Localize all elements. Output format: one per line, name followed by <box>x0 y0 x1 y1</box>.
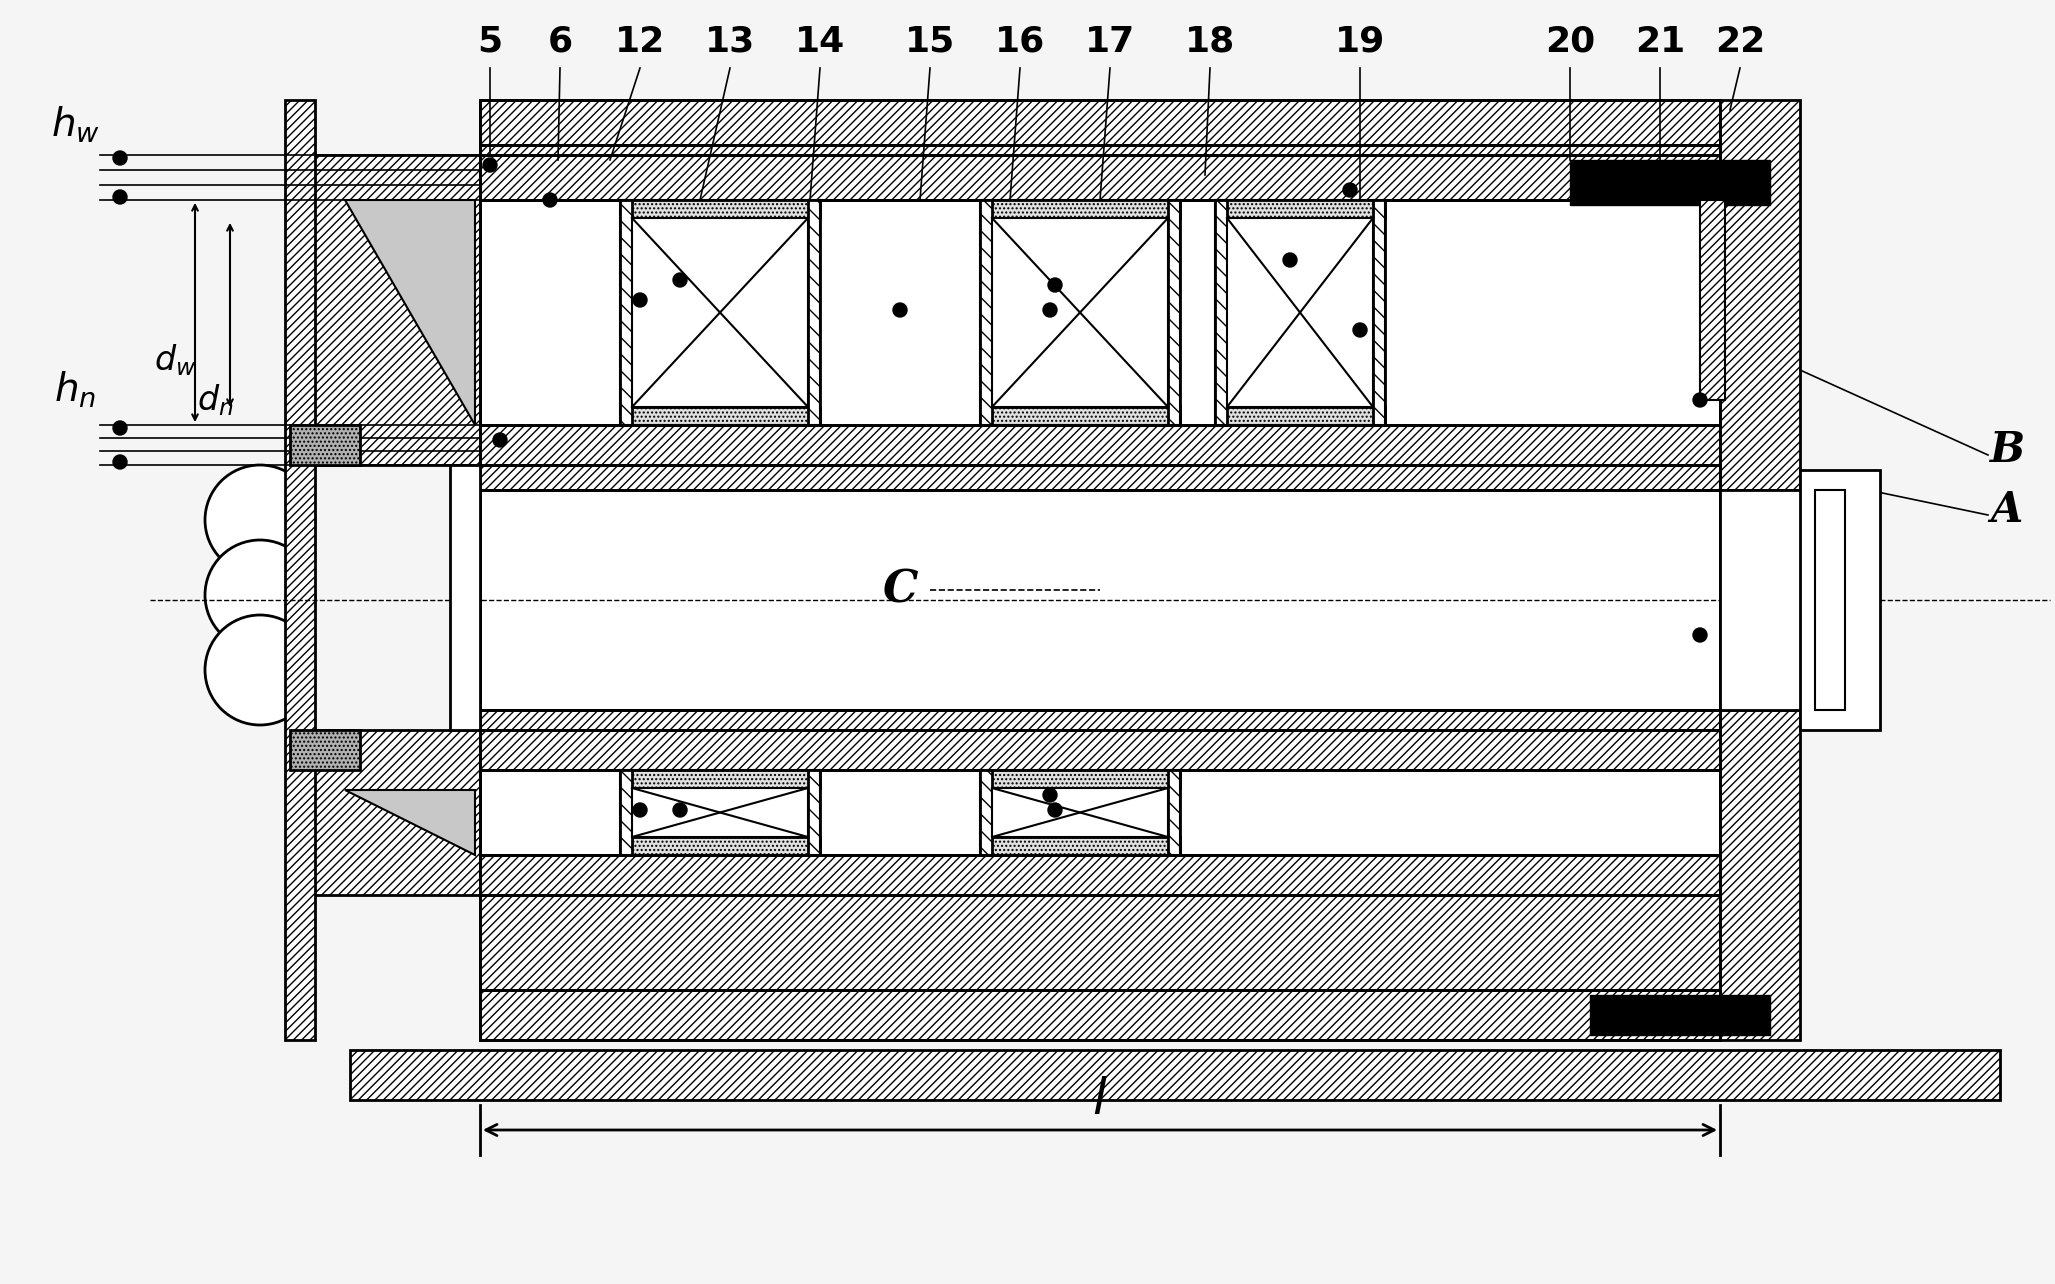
Bar <box>481 155 1720 200</box>
Circle shape <box>1352 324 1367 336</box>
Bar <box>980 407 1180 425</box>
Bar <box>1167 770 1180 855</box>
Polygon shape <box>345 200 475 425</box>
Circle shape <box>206 541 314 650</box>
Bar <box>1699 200 1724 401</box>
Circle shape <box>1693 393 1708 407</box>
Bar <box>633 218 808 407</box>
Bar <box>481 465 1720 731</box>
Circle shape <box>1282 253 1297 267</box>
Text: 12: 12 <box>614 24 666 59</box>
Bar <box>980 200 1180 218</box>
Bar <box>481 100 1720 145</box>
Bar <box>349 1050 2000 1100</box>
Text: 5: 5 <box>477 24 503 59</box>
Text: 20: 20 <box>1545 24 1595 59</box>
Bar <box>1227 218 1373 407</box>
Circle shape <box>1344 184 1356 196</box>
Bar <box>481 731 1720 770</box>
Bar <box>481 895 1720 990</box>
Bar <box>481 465 1720 731</box>
Text: 16: 16 <box>995 24 1046 59</box>
Bar <box>1215 407 1385 425</box>
Circle shape <box>206 465 314 575</box>
Text: 6: 6 <box>547 24 573 59</box>
Bar <box>481 770 1720 855</box>
Text: 18: 18 <box>1186 24 1235 59</box>
Bar <box>980 770 993 855</box>
Circle shape <box>1044 788 1056 802</box>
Bar <box>481 145 1720 155</box>
Bar <box>980 200 993 425</box>
Text: 14: 14 <box>795 24 845 59</box>
Text: 13: 13 <box>705 24 754 59</box>
Circle shape <box>672 273 686 288</box>
Text: 17: 17 <box>1085 24 1134 59</box>
Bar <box>450 465 481 731</box>
Bar <box>621 770 633 855</box>
Circle shape <box>1048 279 1062 291</box>
Circle shape <box>113 455 127 469</box>
Bar <box>993 218 1167 407</box>
Bar <box>481 200 1720 425</box>
Circle shape <box>894 303 906 317</box>
Bar <box>1373 200 1385 425</box>
Circle shape <box>1044 303 1056 317</box>
Bar <box>621 200 820 218</box>
Bar <box>993 788 1167 837</box>
Bar <box>290 425 360 465</box>
Polygon shape <box>345 790 475 855</box>
Text: $h_n$: $h_n$ <box>53 370 97 410</box>
Bar <box>1720 490 1839 710</box>
Bar <box>286 100 314 1040</box>
Bar <box>1591 995 1769 1035</box>
Bar <box>1800 470 1880 731</box>
Circle shape <box>113 421 127 435</box>
Bar <box>290 731 360 770</box>
Bar <box>1720 100 1800 1040</box>
Bar <box>980 837 1180 855</box>
Bar <box>621 407 820 425</box>
Text: 22: 22 <box>1714 24 1765 59</box>
Text: 19: 19 <box>1336 24 1385 59</box>
Text: A: A <box>1989 489 2022 532</box>
Text: 21: 21 <box>1636 24 1685 59</box>
Bar <box>290 155 481 465</box>
Text: $d_n$: $d_n$ <box>197 383 232 417</box>
Circle shape <box>113 190 127 204</box>
Text: C: C <box>882 569 919 611</box>
Circle shape <box>1693 628 1708 642</box>
Bar <box>1215 200 1385 218</box>
Bar <box>481 855 1720 895</box>
Bar <box>1815 490 1845 710</box>
Circle shape <box>633 293 647 307</box>
Bar <box>621 770 820 788</box>
Bar <box>621 837 820 855</box>
Bar <box>481 490 1800 710</box>
Bar <box>1215 200 1227 425</box>
Circle shape <box>206 615 314 725</box>
Circle shape <box>113 152 127 166</box>
Bar <box>621 200 633 425</box>
Bar <box>808 200 820 425</box>
Bar <box>290 731 481 895</box>
Text: B: B <box>1989 429 2024 471</box>
Bar <box>980 770 1180 788</box>
Text: $d_w$: $d_w$ <box>154 342 195 377</box>
Bar <box>633 788 808 837</box>
Bar <box>1570 160 1769 205</box>
Circle shape <box>543 193 557 207</box>
Text: $h_w$: $h_w$ <box>51 105 99 145</box>
Text: 15: 15 <box>904 24 956 59</box>
Bar <box>481 425 1720 465</box>
Bar <box>1167 200 1180 425</box>
Bar <box>481 990 1720 1040</box>
Circle shape <box>1048 802 1062 817</box>
Circle shape <box>672 802 686 817</box>
Circle shape <box>633 802 647 817</box>
Bar <box>808 770 820 855</box>
Circle shape <box>493 433 508 447</box>
Text: $l$: $l$ <box>1091 1076 1108 1125</box>
Circle shape <box>483 158 497 172</box>
